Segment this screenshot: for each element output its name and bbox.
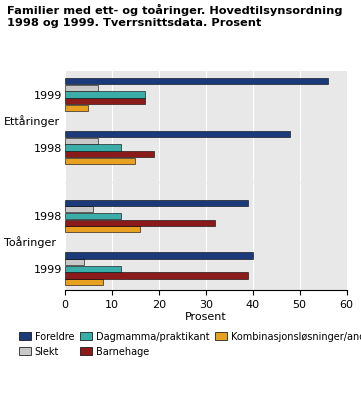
- Bar: [65, 131, 290, 137]
- Bar: [65, 91, 145, 98]
- Bar: [65, 213, 121, 219]
- Bar: [65, 220, 215, 226]
- Text: Familier med ett- og toåringer. Hovedtilsynsordning
1998 og 1999. Tverrsnittsdat: Familier med ett- og toåringer. Hovedtil…: [7, 4, 343, 28]
- Legend: Foreldre, Slekt, Dagmamma/praktikant, Barnehage, Kombinasjonsløsninger/andre løs: Foreldre, Slekt, Dagmamma/praktikant, Ba…: [19, 332, 361, 357]
- Bar: [65, 259, 84, 265]
- Bar: [65, 85, 98, 91]
- Bar: [65, 200, 248, 206]
- X-axis label: Prosent: Prosent: [185, 312, 227, 322]
- Bar: [65, 226, 140, 232]
- Bar: [65, 151, 154, 157]
- Bar: [65, 279, 103, 285]
- Bar: [65, 78, 328, 84]
- Bar: [65, 266, 121, 272]
- Bar: [65, 145, 121, 150]
- Bar: [65, 252, 253, 259]
- Text: Toåringer: Toåringer: [4, 237, 56, 249]
- Bar: [65, 105, 88, 111]
- Bar: [65, 138, 98, 144]
- Text: Ettåringer: Ettåringer: [4, 115, 60, 127]
- Bar: [65, 272, 248, 279]
- Bar: [65, 98, 145, 104]
- Bar: [65, 206, 93, 212]
- Bar: [65, 158, 135, 164]
